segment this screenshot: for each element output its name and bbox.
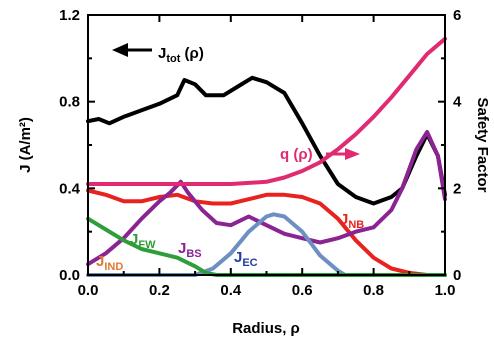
jfw-label: JFW: [130, 231, 156, 251]
jec-label-main: J: [234, 249, 242, 266]
jnb-label-sub: NB: [348, 219, 364, 231]
y-axis-left-title: J (A/m²): [17, 117, 34, 173]
jec-label-sub: EC: [242, 257, 257, 269]
y-left-tick-label: 0.4: [59, 180, 81, 197]
q-arrow-head: [345, 148, 360, 160]
y-right-tick-label: 2: [453, 180, 461, 197]
y-left-tick-label: 0.8: [59, 94, 80, 111]
y-right-tick-label: 4: [453, 94, 462, 111]
jnb-label-main: J: [340, 211, 348, 228]
jtot-label-main: J: [158, 45, 166, 62]
jbs-label-sub: BS: [186, 248, 201, 260]
jtot-arrow-head: [112, 43, 128, 57]
plot-frame: [88, 15, 445, 275]
jind-label-main: J: [96, 253, 104, 270]
y-left-tick-label: 0.0: [59, 267, 80, 284]
jtot-label-sub: tot: [166, 53, 180, 65]
y-right-tick-label: 6: [453, 7, 461, 24]
jind-label-sub: IND: [104, 261, 123, 273]
jbs-label: JBS: [178, 240, 202, 260]
x-tick-label: 0.4: [220, 282, 242, 299]
jfw-label-main: J: [130, 231, 138, 248]
jfw-label-sub: FW: [138, 239, 156, 251]
x-tick-label: 0.8: [363, 282, 384, 299]
x-axis-title: Radius, ρ: [232, 320, 300, 337]
x-tick-label: 1.0: [435, 282, 456, 299]
q-label: q (ρ): [280, 146, 313, 163]
y-left-tick-label: 1.2: [59, 7, 80, 24]
jtot-label: Jtot (ρ): [158, 45, 204, 65]
jnb-curve: [88, 191, 445, 276]
jind-label: JIND: [96, 253, 123, 273]
jbs-label-main: J: [178, 240, 186, 257]
jec-label: JEC: [234, 249, 258, 269]
x-tick-label: 0.2: [149, 282, 170, 299]
jtot-annotation: Jtot (ρ): [112, 43, 204, 65]
x-tick-label: 0.6: [292, 282, 313, 299]
y-axis-right-title: Safety Factor: [474, 97, 491, 192]
x-tick-label: 0.0: [78, 282, 99, 299]
y-right-tick-label: 0: [453, 267, 461, 284]
jtot-label-rest: (ρ): [180, 45, 203, 62]
